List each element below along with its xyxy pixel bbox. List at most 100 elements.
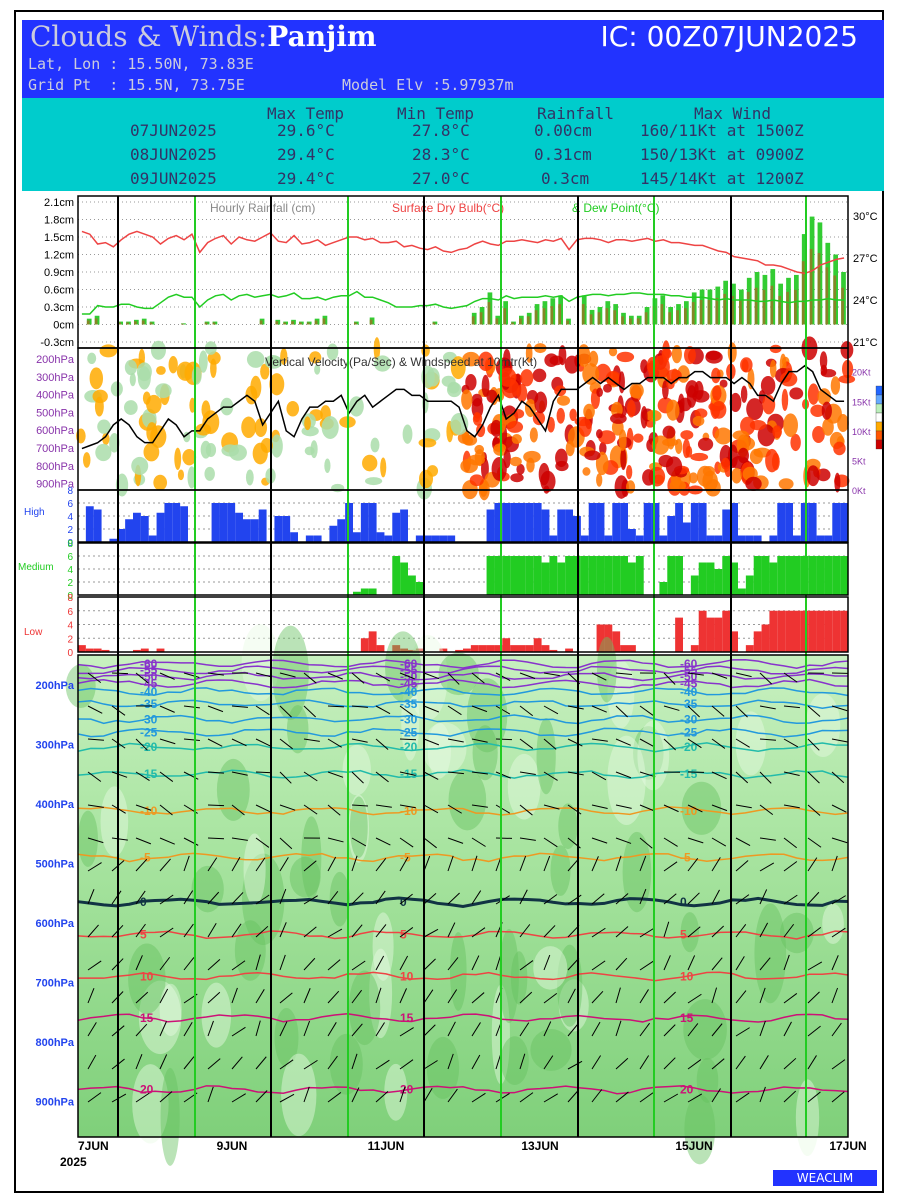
rain-bar-accum [534,310,538,325]
cloud-bar [494,503,503,542]
velocity-blob [506,420,524,433]
wind-barb [87,837,104,844]
rh-patch [735,711,767,776]
velocity-blob [156,365,166,375]
velocity-blob [280,348,288,365]
page-title: Clouds & Winds:Panjim [30,20,377,53]
cloud-bar [337,519,346,542]
cloud-bar [840,610,848,652]
rain-bar-accum [134,321,137,325]
wind-barb [831,987,839,1004]
cloud-tick-label: 0 [67,648,73,659]
velocity-blob [136,362,152,382]
rain-bar-accum [118,322,122,325]
cloud-bar [415,582,424,595]
velocity-blob [97,419,111,434]
isotherm-label: -20 [140,740,158,754]
cloud-bar [219,503,228,542]
velocity-blob [509,456,522,467]
rain-tick-label: 0cm [53,320,74,332]
rain-bar-accum [212,322,216,325]
wind-barb [303,1086,310,1103]
velocity-blob [461,389,473,410]
wind-barb [447,855,454,872]
velocity-blob [746,398,764,421]
cloud-tick-label: 6 [67,552,73,563]
date-tick-label: 17JUN [829,1139,866,1153]
wind-barb [735,837,751,847]
rain-bar-accum [181,323,184,325]
wind-barb [735,771,749,784]
row-max: 29.4°C [277,145,335,164]
wind-barb [663,804,679,813]
velocity-blob [620,447,627,471]
wind-barb [135,991,149,1004]
cloud-bar [612,556,621,595]
wind-barb [615,705,628,718]
isotherm-label: -60 [400,657,418,671]
wind-barb [615,804,632,809]
cloud-bar [714,569,723,595]
cloud-bar [604,624,613,652]
wind-barb [447,892,460,905]
wind-barb [807,961,823,971]
cloud-bar [415,648,424,652]
wind-barb [111,890,122,905]
wind-barb [327,959,341,971]
wind-barb [663,955,671,971]
isotherm-label: -30 [400,712,418,726]
wind-barb [399,705,414,716]
cloud-bar [510,556,518,595]
wind-barb [759,771,772,784]
header-min-temp: Min Temp [397,104,475,123]
cloud-bar [431,535,440,542]
wind-barb [159,837,175,845]
velocity-blob [626,464,633,480]
wind-barb [423,928,439,938]
wind-barb [255,925,269,938]
velocity-blob [155,383,172,399]
rh-patch [680,912,699,953]
wind-barb [231,804,245,816]
isotherm-label: 15 [140,1011,154,1025]
cloud-bar [785,503,793,542]
wind-barb [87,705,103,714]
cloud-tick-label: 2 [67,525,73,536]
cloud-bar [643,503,652,542]
wind-barb [639,855,647,872]
cloud-bar [565,509,573,542]
cloud-bar [557,562,566,595]
wind-barb [831,895,846,905]
wind-barb [783,923,795,938]
velocity-blob [324,458,331,474]
cloud-bar [290,532,298,542]
cloud-bar [93,509,102,542]
wind-barb [279,837,293,850]
rain-bar-accum [817,253,821,325]
cloud-bar [400,509,408,542]
wind-barb [135,1053,143,1070]
wind-barb [591,771,607,781]
wind-barb [207,672,224,676]
velocity-blob [380,457,387,478]
wind-barb [687,926,701,938]
velocity-blob [741,359,749,373]
cloud-bar [612,631,621,652]
velocity-blob [547,416,555,433]
wind-barb [639,1022,650,1037]
cloud-bar [800,610,809,652]
wind-barb [159,858,171,872]
wind-barb [639,960,654,971]
isotherm-label: -15 [680,767,698,781]
velocity-blob [150,425,167,448]
velocity-blob [191,366,202,385]
wind-barb [87,1022,97,1037]
cloud-bar [683,522,691,542]
cloud-bar [588,503,597,542]
cloud-label: High [24,507,45,518]
wind-barb [567,988,576,1004]
wind-barb [183,855,190,872]
velocity-blob [711,401,727,419]
wind-barb [87,862,102,872]
wind-barb [447,1053,454,1070]
